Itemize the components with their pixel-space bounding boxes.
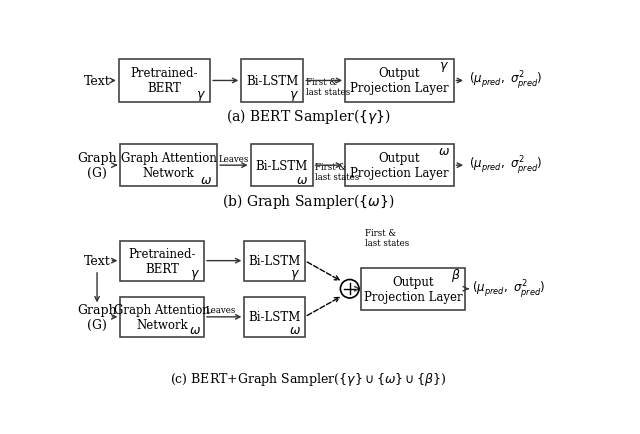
Bar: [241, 60, 303, 102]
Bar: [120, 241, 204, 281]
Text: Leaves: Leaves: [205, 306, 236, 315]
Bar: [360, 268, 465, 310]
Bar: [250, 145, 312, 187]
Text: Bi-LSTM: Bi-LSTM: [255, 159, 308, 172]
Text: $\gamma$: $\gamma$: [439, 60, 449, 74]
Text: Graph
(G): Graph (G): [77, 152, 117, 180]
Bar: [244, 241, 305, 281]
Text: Output
Projection Layer: Output Projection Layer: [350, 67, 449, 95]
Text: First &
last states: First & last states: [365, 228, 410, 248]
Text: (a) BERT Sampler($\{\gamma\}$): (a) BERT Sampler($\{\gamma\}$): [227, 107, 391, 126]
Text: (b) Graph Sampler($\{\omega\}$): (b) Graph Sampler($\{\omega\}$): [223, 191, 395, 210]
Text: (c) BERT+Graph Sampler($\{\gamma\}\cup\{\omega\}\cup\{\beta\}$): (c) BERT+Graph Sampler($\{\gamma\}\cup\{…: [170, 370, 447, 387]
Text: $(\mu_{pred},\ \sigma^2_{pred})$: $(\mu_{pred},\ \sigma^2_{pred})$: [469, 70, 543, 92]
Text: Graph Attention
Network: Graph Attention Network: [114, 303, 210, 331]
Text: $\gamma$: $\gamma$: [291, 267, 300, 281]
Text: $\gamma$: $\gamma$: [189, 267, 200, 281]
Text: First &
last states: First & last states: [305, 78, 350, 97]
Text: $\beta$: $\beta$: [451, 266, 461, 283]
Text: Output
Projection Layer: Output Projection Layer: [350, 152, 449, 180]
Text: Bi-LSTM: Bi-LSTM: [248, 255, 301, 267]
Text: Graph Attention
Network: Graph Attention Network: [121, 152, 217, 180]
Text: Text: Text: [84, 75, 111, 88]
Text: Bi-LSTM: Bi-LSTM: [248, 311, 301, 324]
Bar: [244, 297, 305, 337]
Text: Bi-LSTM: Bi-LSTM: [246, 75, 298, 88]
Text: Graph
(G): Graph (G): [77, 303, 117, 331]
Text: $\gamma$: $\gamma$: [196, 89, 206, 102]
Text: First &
last states: First & last states: [315, 162, 359, 181]
Bar: [345, 60, 454, 102]
Text: Pretrained-
BERT: Pretrained- BERT: [129, 247, 196, 275]
Text: $\omega$: $\omega$: [189, 324, 201, 337]
Text: Text: Text: [84, 255, 111, 267]
Text: $\omega$: $\omega$: [200, 174, 212, 187]
Bar: [119, 60, 210, 102]
Bar: [120, 145, 217, 187]
Text: $(\mu_{pred},\ \sigma^2_{pred})$: $(\mu_{pred},\ \sigma^2_{pred})$: [469, 155, 543, 177]
Text: Leaves: Leaves: [219, 155, 249, 163]
Text: $(\mu_{pred},\ \sigma^2_{pred})$: $(\mu_{pred},\ \sigma^2_{pred})$: [472, 278, 545, 300]
Text: Output
Projection Layer: Output Projection Layer: [364, 275, 462, 303]
Text: $\omega$: $\omega$: [289, 324, 301, 337]
Text: Pretrained-
BERT: Pretrained- BERT: [131, 67, 198, 95]
Text: $\omega$: $\omega$: [438, 145, 450, 158]
Bar: [345, 145, 454, 187]
Text: $\omega$: $\omega$: [296, 174, 308, 187]
Bar: [120, 297, 204, 337]
Text: $\gamma$: $\gamma$: [289, 89, 299, 102]
